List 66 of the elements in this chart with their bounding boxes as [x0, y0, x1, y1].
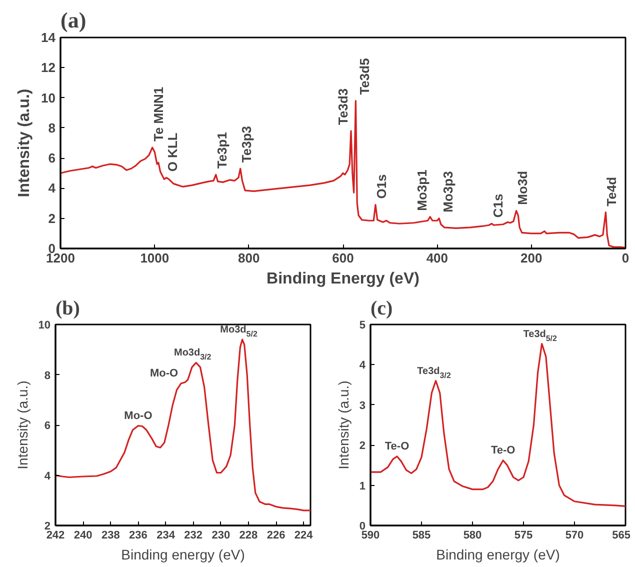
x-tick-label: 600 [332, 250, 354, 266]
x-tick-label: 228 [239, 530, 258, 542]
annotation: Te-O [490, 444, 516, 456]
annotation: Te4d [604, 176, 620, 206]
y-tick-label: 12 [41, 60, 56, 76]
y-tick-label: 3 [359, 400, 366, 412]
x-tick-label: 570 [565, 530, 584, 542]
y-axis-title: Intensity (a.u.) [14, 380, 30, 470]
x-tick-label: 236 [129, 530, 148, 542]
x-tick-label: 224 [294, 530, 314, 542]
chart-title: (a) [60, 8, 86, 32]
y-tick-label: 6 [44, 420, 51, 432]
line-series [370, 342, 626, 508]
x-axis-title: Binding Energy (eV) [266, 270, 420, 288]
x-tick-label: 1000 [140, 250, 170, 266]
x-tick-label: 232 [184, 530, 203, 542]
y-tick-label: 10 [38, 320, 51, 332]
annotation: Mo3d [514, 170, 530, 205]
chart-title: (b) [56, 298, 80, 320]
x-tick-label: 226 [266, 530, 286, 542]
x-tick-label: 575 [514, 530, 533, 542]
annotation: Mo-O [150, 367, 179, 380]
annotation: Te MNN1 [150, 86, 166, 142]
chart-title: (c) [370, 298, 393, 320]
annotation: O1s [374, 174, 389, 199]
x-tick-label: 230 [212, 530, 230, 542]
y-tick-label: 6 [48, 150, 56, 166]
annotation: Mo-O [124, 410, 153, 422]
y-tick-label: 4 [44, 470, 52, 482]
x-tick-label: 238 [101, 530, 120, 542]
y-tick-label: 8 [48, 120, 56, 136]
y-tick-label: 2 [359, 440, 366, 452]
annotation: Te3p3 [238, 126, 254, 163]
x-axis-title: Binding energy (eV) [436, 546, 560, 562]
line-series [56, 338, 310, 512]
annotation: Te3d5 [357, 58, 372, 95]
annotation: Mo3p1 [414, 170, 430, 211]
y-tick-label: 2 [44, 520, 51, 532]
x-tick-label: 234 [156, 530, 176, 542]
y-axis-title: Intensity (a.u.) [16, 88, 34, 198]
y-tick-label: 8 [44, 370, 51, 382]
y-tick-label: 4 [48, 180, 56, 196]
x-tick-label: 800 [238, 250, 260, 266]
x-tick-label: 565 [612, 530, 631, 542]
annotation: Te3d3 [336, 88, 351, 125]
x-tick-label: 580 [463, 530, 482, 542]
x-axis-title: Binding energy (eV) [121, 546, 245, 562]
annotation: C1s [490, 194, 506, 218]
annotation: Mo3p3 [440, 171, 456, 212]
x-tick-label: 0 [622, 250, 630, 266]
x-tick-label: 400 [426, 250, 448, 266]
x-tick-label: 242 [46, 530, 65, 542]
x-tick-label: 585 [412, 530, 431, 542]
annotation: Te3p1 [214, 132, 230, 169]
y-tick-label: 5 [359, 320, 366, 332]
annotation: O KLL [164, 132, 180, 172]
y-tick-label: 1 [359, 480, 366, 492]
y-tick-label: 2 [48, 210, 56, 226]
y-tick-label: 4 [359, 360, 366, 372]
y-tick-label: 10 [41, 90, 56, 106]
x-tick-label: 240 [74, 530, 92, 542]
x-tick-label: 590 [361, 530, 380, 542]
y-axis-title: Intensity (a.u.) [335, 380, 352, 470]
x-tick-label: 200 [520, 250, 542, 266]
annotation: Te-O [384, 440, 410, 452]
y-tick-label: 14 [41, 30, 56, 45]
